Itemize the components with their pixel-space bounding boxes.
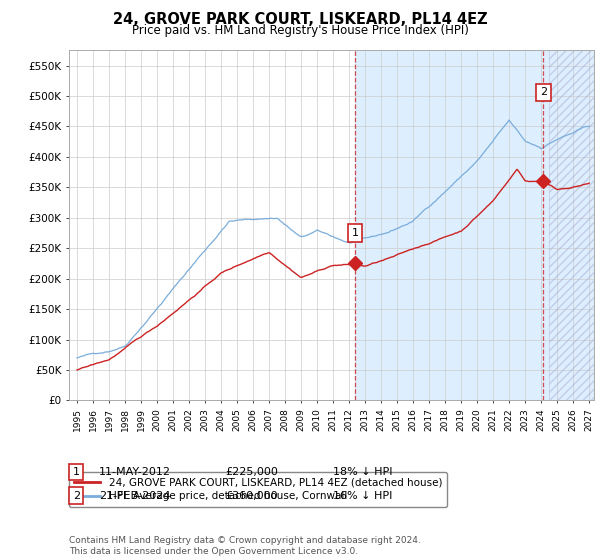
Text: £360,000: £360,000 xyxy=(225,491,278,501)
Bar xyxy=(549,50,594,400)
Text: Price paid vs. HM Land Registry's House Price Index (HPI): Price paid vs. HM Land Registry's House … xyxy=(131,24,469,37)
Text: 24, GROVE PARK COURT, LISKEARD, PL14 4EZ: 24, GROVE PARK COURT, LISKEARD, PL14 4EZ xyxy=(113,12,487,27)
Text: £225,000: £225,000 xyxy=(225,467,278,477)
Text: 21-FEB-2024: 21-FEB-2024 xyxy=(99,491,170,501)
Text: 2: 2 xyxy=(539,87,547,97)
Text: Contains HM Land Registry data © Crown copyright and database right 2024.
This d: Contains HM Land Registry data © Crown c… xyxy=(69,536,421,556)
Text: 1: 1 xyxy=(352,228,359,238)
Text: 2: 2 xyxy=(73,491,80,501)
Bar xyxy=(355,50,594,400)
Legend: 24, GROVE PARK COURT, LISKEARD, PL14 4EZ (detached house), HPI: Average price, d: 24, GROVE PARK COURT, LISKEARD, PL14 4EZ… xyxy=(69,472,447,507)
Text: 1: 1 xyxy=(73,467,80,477)
Text: 18% ↓ HPI: 18% ↓ HPI xyxy=(333,467,392,477)
Text: 16% ↓ HPI: 16% ↓ HPI xyxy=(333,491,392,501)
Text: 11-MAY-2012: 11-MAY-2012 xyxy=(99,467,171,477)
